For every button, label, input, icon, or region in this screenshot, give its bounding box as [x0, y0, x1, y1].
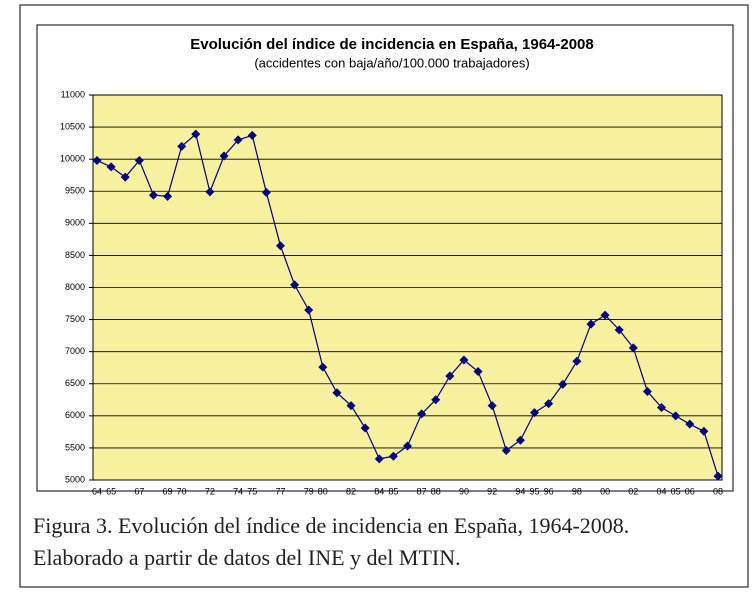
data-point: [388, 451, 398, 461]
x-tick-label: 06: [685, 486, 695, 496]
x-tick-label: 05: [671, 486, 681, 496]
x-tick-label: 98: [572, 486, 582, 496]
x-tick-label: 75: [247, 486, 257, 496]
y-tick-label: 5000: [65, 474, 85, 484]
x-tick-label: 88: [431, 486, 441, 496]
data-point: [346, 401, 356, 411]
x-tick-label: 67: [134, 486, 144, 496]
x-tick-label: 64: [92, 486, 102, 496]
data-point: [515, 435, 525, 445]
caption-line: Figura 3. Evolución del índice de incide…: [33, 513, 629, 538]
data-point: [120, 172, 130, 182]
data-point: [572, 356, 582, 366]
x-tick-label: 92: [487, 486, 497, 496]
data-point: [501, 445, 511, 455]
data-point: [233, 135, 243, 145]
x-tick-label: 87: [417, 486, 427, 496]
data-point: [713, 471, 723, 481]
x-tick-label: 84: [374, 486, 384, 496]
x-tick-label: 95: [530, 486, 540, 496]
x-tick-label: 70: [177, 486, 187, 496]
x-tick-label: 04: [657, 486, 667, 496]
data-point: [487, 401, 497, 411]
data-point: [275, 241, 285, 251]
data-point: [614, 325, 624, 335]
x-tick-label: 72: [205, 486, 215, 496]
x-tick-label: 77: [275, 486, 285, 496]
data-point: [360, 423, 370, 433]
x-tick-label: 96: [544, 486, 554, 496]
data-point: [628, 343, 638, 353]
data-point: [177, 141, 187, 151]
y-tick-label: 9500: [65, 186, 85, 196]
x-tick-label: 69: [163, 486, 173, 496]
x-tick-label: 00: [600, 486, 610, 496]
data-point: [459, 355, 469, 365]
chart-subtitle: (accidentes con baja/año/100.000 trabaja…: [254, 55, 529, 70]
data-point: [685, 419, 695, 429]
data-point: [163, 191, 173, 201]
data-point: [417, 409, 427, 419]
data-point: [332, 388, 342, 398]
caption-line: Elaborado a partir de datos del INE y de…: [33, 545, 461, 570]
data-point: [304, 305, 314, 315]
y-tick-label: 10500: [60, 121, 85, 131]
data-point: [473, 367, 483, 377]
data-point: [403, 441, 412, 451]
x-tick-label: 82: [346, 486, 356, 496]
x-tick-label: 74: [233, 486, 243, 496]
data-point: [699, 426, 709, 436]
data-point: [431, 395, 441, 405]
y-tick-label: 6500: [65, 378, 85, 388]
y-tick-label: 11000: [61, 89, 85, 99]
data-point: [544, 399, 554, 409]
data-point: [558, 379, 568, 389]
data-point: [134, 155, 144, 165]
data-point: [261, 188, 271, 198]
data-point: [191, 129, 201, 139]
x-tick-label: 80: [318, 486, 328, 496]
data-point: [600, 310, 610, 320]
data-point: [92, 155, 102, 165]
y-tick-label: 8500: [65, 250, 85, 260]
data-point: [657, 402, 667, 412]
x-tick-label: 08: [713, 486, 723, 496]
data-point: [671, 411, 681, 421]
data-point: [290, 280, 300, 290]
y-tick-label: 10000: [60, 154, 85, 164]
data-point: [374, 454, 384, 464]
data-point: [642, 386, 652, 396]
y-tick-label: 8000: [65, 282, 85, 292]
x-tick-label: 79: [304, 486, 314, 496]
x-tick-label: 85: [388, 486, 398, 496]
x-tick-label: 65: [106, 486, 116, 496]
y-tick-label: 6000: [65, 410, 85, 420]
chart-title: Evolución del índice de incidencia en Es…: [190, 36, 594, 53]
x-tick-label: 94: [515, 486, 525, 496]
data-point: [106, 162, 116, 172]
y-tick-label: 9000: [65, 218, 85, 228]
data-point: [530, 408, 540, 418]
y-tick-label: 5500: [65, 442, 85, 452]
y-tick-label: 7500: [65, 314, 85, 324]
y-tick-label: 7000: [65, 346, 85, 356]
data-point: [247, 130, 257, 140]
x-tick-label: 90: [459, 486, 469, 496]
data-point: [586, 319, 596, 329]
data-point: [205, 187, 215, 197]
data-point: [219, 151, 229, 161]
data-point: [445, 371, 455, 381]
data-point: [148, 190, 158, 200]
data-point: [318, 362, 328, 372]
x-tick-label: 02: [628, 486, 638, 496]
